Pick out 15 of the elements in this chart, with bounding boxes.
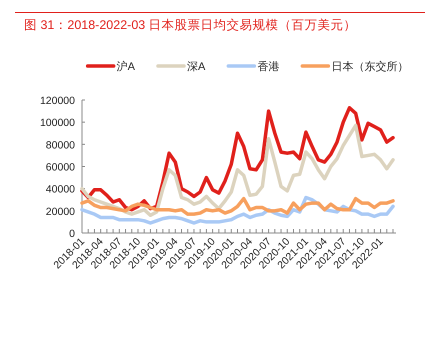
- y-tick-label: 0: [69, 228, 76, 240]
- legend-label: 深A: [187, 61, 206, 73]
- legend-label: 香港: [257, 60, 280, 73]
- line-series: [80, 196, 395, 216]
- line-series: [80, 106, 395, 212]
- y-tick-label: 100000: [40, 117, 76, 130]
- legend-label: 沪A: [116, 60, 136, 73]
- y-tick-label: 60000: [46, 162, 76, 174]
- y-tick-label: 40000: [46, 184, 76, 196]
- line-series: [80, 124, 395, 218]
- y-tick-label: 20000: [46, 206, 76, 218]
- chart-title: 图 31：2018-2022-03 日本股票日均交易规模（百万美元）: [24, 17, 357, 32]
- y-tick-label: 120000: [40, 95, 76, 107]
- y-tick-label: 80000: [46, 139, 76, 152]
- legend-label: 日本（东交所）: [331, 60, 408, 73]
